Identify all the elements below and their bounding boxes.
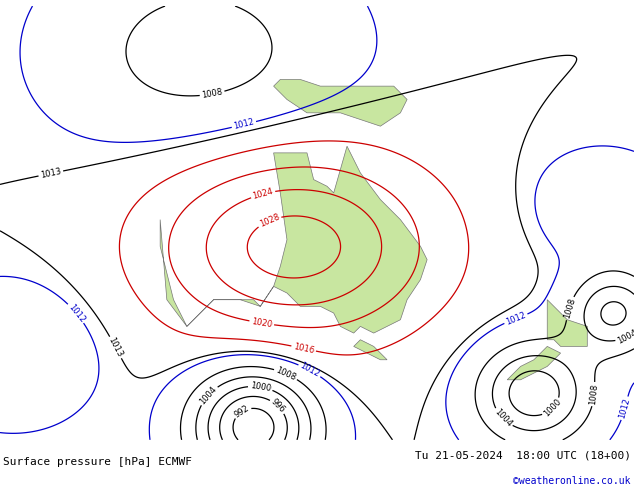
Text: 992: 992 — [233, 404, 251, 419]
Text: 1004: 1004 — [492, 407, 514, 429]
Polygon shape — [354, 340, 387, 360]
Polygon shape — [547, 300, 587, 346]
Text: Surface pressure [hPa] ECMWF: Surface pressure [hPa] ECMWF — [3, 457, 192, 467]
Text: 1013: 1013 — [39, 167, 62, 180]
Text: 1012: 1012 — [618, 397, 632, 419]
Text: ©weatheronline.co.uk: ©weatheronline.co.uk — [514, 476, 631, 486]
Polygon shape — [160, 146, 427, 333]
Text: 1013: 1013 — [107, 336, 124, 359]
Text: 1016: 1016 — [292, 342, 315, 355]
Text: 1012: 1012 — [66, 302, 86, 324]
Text: 1008: 1008 — [275, 366, 297, 382]
Text: 1004: 1004 — [616, 328, 634, 345]
Text: 1012: 1012 — [233, 118, 256, 131]
Text: 1000: 1000 — [249, 381, 271, 393]
Text: Tu 21-05-2024  18:00 UTC (18+00): Tu 21-05-2024 18:00 UTC (18+00) — [415, 450, 631, 460]
Polygon shape — [507, 346, 560, 380]
Text: 1008: 1008 — [201, 88, 223, 100]
Text: 996: 996 — [269, 397, 287, 415]
Text: 1012: 1012 — [505, 311, 527, 327]
Text: 1000: 1000 — [542, 397, 563, 419]
Text: 1020: 1020 — [250, 317, 273, 329]
Text: 1024: 1024 — [252, 187, 275, 201]
Text: 1028: 1028 — [258, 213, 281, 229]
Polygon shape — [274, 79, 407, 126]
Text: 1012: 1012 — [299, 361, 321, 379]
Text: 1008: 1008 — [588, 383, 600, 405]
Text: 1008: 1008 — [562, 297, 577, 319]
Text: 1004: 1004 — [198, 384, 219, 406]
